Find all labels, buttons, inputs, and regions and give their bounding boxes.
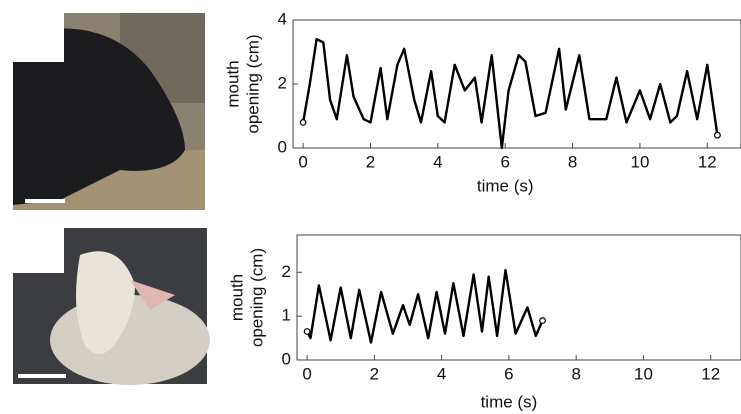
y-tick-label: 2 — [278, 73, 287, 92]
x-tick-label: 10 — [630, 152, 649, 171]
y-tick-label: 1 — [282, 306, 291, 325]
y-tick-label: 0 — [278, 137, 287, 156]
x-tick-label: 12 — [701, 364, 720, 383]
x-tick-label: 4 — [433, 152, 442, 171]
x-axis-label: time (s) — [477, 176, 534, 195]
endpoint-marker — [303, 328, 311, 335]
cow-photo — [10, 13, 205, 210]
x-tick-label: 6 — [504, 364, 513, 383]
x-tick-label: 8 — [568, 152, 577, 171]
x-tick-label: 0 — [298, 152, 307, 171]
x-tick-label: 8 — [571, 364, 580, 383]
y-axis-label: mouth — [223, 60, 242, 107]
x-tick-label: 2 — [370, 364, 379, 383]
plot-frame — [296, 234, 741, 361]
x-tick-label: 6 — [500, 152, 509, 171]
sheep-photo — [13, 228, 210, 385]
endpoint-marker — [299, 118, 307, 126]
endpoint-marker — [714, 131, 721, 139]
x-tick-label: 0 — [302, 364, 311, 383]
y-tick-label: 4 — [278, 9, 287, 28]
data-line — [306, 268, 544, 344]
y-axis-label: opening (cm) — [243, 34, 262, 133]
x-tick-label: 4 — [437, 364, 446, 383]
data-line — [301, 38, 719, 150]
y-tick-label: 0 — [282, 349, 291, 368]
x-tick-label: 2 — [366, 152, 375, 171]
y-tick-label: 2 — [282, 262, 291, 281]
y-axis-label: mouth — [227, 274, 246, 321]
x-axis-label: time (s) — [481, 392, 538, 411]
x-tick-label: 12 — [698, 152, 717, 171]
plot-frame — [292, 19, 741, 149]
endpoint-marker — [539, 317, 546, 324]
y-axis-label: opening (cm) — [247, 248, 266, 347]
x-tick-label: 10 — [634, 364, 653, 383]
